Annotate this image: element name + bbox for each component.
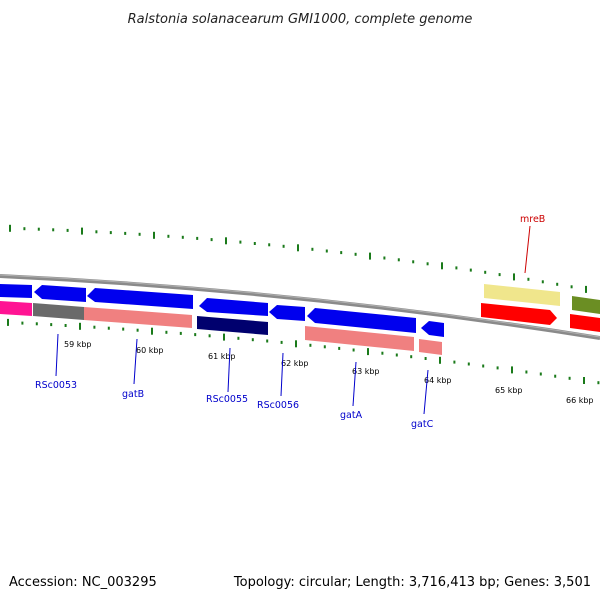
gene-box[interactable]: [572, 296, 600, 314]
outer-tick-ring: [9, 224, 587, 293]
feature-box[interactable]: [0, 301, 32, 316]
gene-arrow[interactable]: [421, 321, 444, 337]
accession-text: Accession: NC_003295: [9, 575, 157, 590]
ruler-label: 62 kbp: [281, 359, 309, 368]
gene-label-rsc0055[interactable]: RSc0055: [206, 394, 248, 405]
gene-box[interactable]: [570, 314, 600, 332]
lower-strand-features: [0, 301, 600, 355]
gene-label-gatb[interactable]: gatB: [122, 389, 144, 400]
gene-arrow[interactable]: [0, 284, 32, 298]
ruler-labels: 59 kbp 60 kbp 61 kbp 62 kbp 63 kbp 64 kb…: [64, 340, 594, 405]
gene-labels: RSc0053 gatB RSc0055 RSc0056 gatA gatC m…: [35, 214, 545, 430]
feature-box[interactable]: [197, 316, 268, 335]
genome-title: Ralstonia solanacearum GMI1000, complete…: [128, 12, 473, 27]
gene-arrow[interactable]: [307, 308, 416, 333]
genome-backbone: [0, 274, 600, 340]
feature-box[interactable]: [84, 307, 192, 328]
feature-box[interactable]: [305, 326, 414, 351]
gene-arrow[interactable]: [87, 288, 193, 309]
gene-label-rsc0053[interactable]: RSc0053: [35, 380, 77, 391]
genome-backbone-highlight: [0, 274, 600, 338]
gene-box[interactable]: [484, 284, 560, 306]
gene-label-mreb[interactable]: mreB: [520, 214, 545, 225]
label-leader: [352, 361, 357, 407]
ruler-label: 63 kbp: [352, 367, 380, 376]
ruler-label: 59 kbp: [64, 340, 92, 349]
gene-arrow[interactable]: [269, 305, 305, 321]
ruler-label: 64 kbp: [424, 376, 452, 385]
ruler-label: 61 kbp: [208, 352, 236, 361]
genome-summary-text: Topology: circular; Length: 3,716,413 bp…: [233, 575, 591, 590]
label-leader: [227, 347, 231, 393]
label-leader: [423, 369, 429, 415]
gene-arrow[interactable]: [481, 303, 557, 325]
ruler-label: 65 kbp: [495, 386, 523, 395]
gene-label-gata[interactable]: gatA: [340, 410, 363, 421]
gene-arrow[interactable]: [34, 285, 86, 302]
upper-strand-features: [0, 284, 600, 337]
feature-box[interactable]: [33, 303, 84, 320]
ruler-label: 66 kbp: [566, 396, 594, 405]
gene-arrow[interactable]: [199, 298, 268, 316]
label-leader: [524, 225, 531, 274]
ruler-label: 60 kbp: [136, 346, 164, 355]
gene-label-rsc0056[interactable]: RSc0056: [257, 400, 299, 411]
feature-box[interactable]: [419, 339, 442, 355]
label-leader: [133, 338, 138, 385]
inner-tick-ring: [7, 318, 600, 385]
gene-label-gatc[interactable]: gatC: [411, 419, 434, 430]
label-leader: [55, 333, 59, 377]
label-leader: [280, 352, 284, 397]
